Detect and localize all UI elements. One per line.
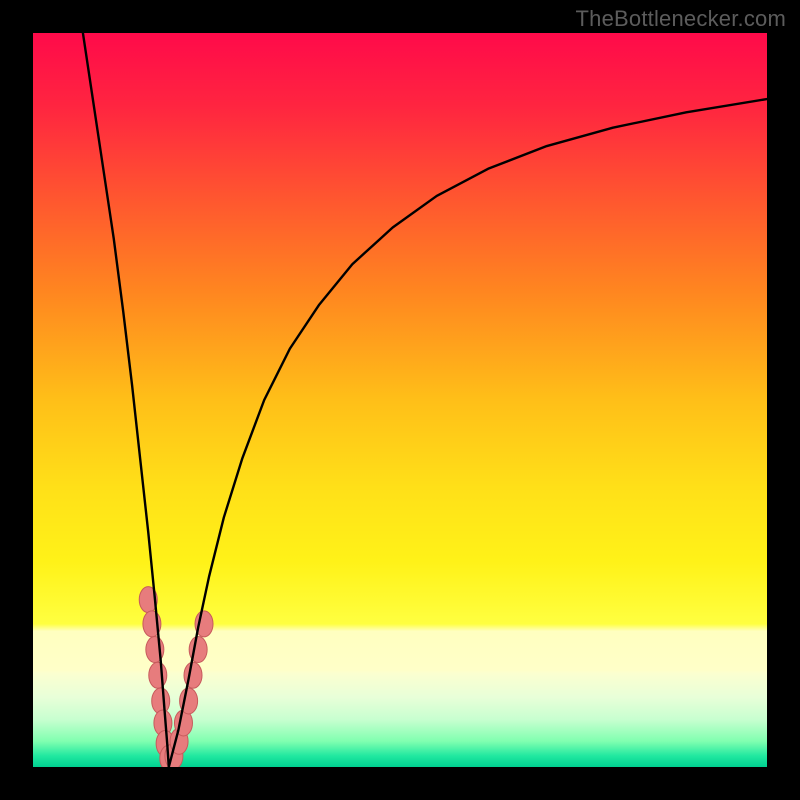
marker <box>149 662 167 688</box>
gradient-background <box>33 33 767 767</box>
watermark-text: TheBottlenecker.com <box>576 6 786 32</box>
chart-svg <box>33 33 767 767</box>
chart-plot-area <box>33 33 767 767</box>
